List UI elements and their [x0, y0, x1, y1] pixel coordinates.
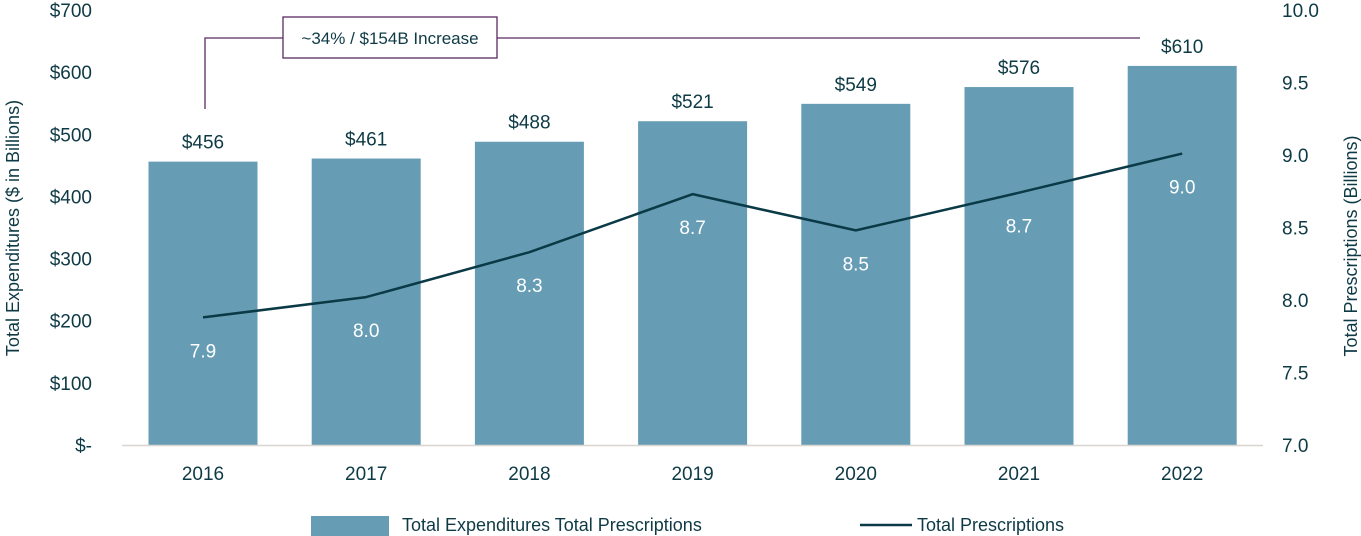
- bar-2020: [801, 103, 911, 445]
- bar-2021: [964, 87, 1074, 446]
- increase-annotation: ~34% / $154B Increase: [204, 16, 1140, 109]
- left-tick-label: $700: [50, 1, 92, 22]
- x-tick-label: 2022: [1161, 464, 1203, 485]
- left-tick-label: $-: [75, 436, 92, 457]
- legend-bar-swatch: [311, 516, 389, 536]
- left-axis-ticks: $- $100 $200 $300 $400 $500 $600 $700: [50, 1, 92, 457]
- x-tick-label: 2020: [835, 464, 877, 485]
- left-axis-title: Total Expenditures ($ in Billions): [3, 100, 23, 356]
- bar-label-2022: $610: [1161, 37, 1203, 58]
- bar-2018: [474, 141, 584, 445]
- x-tick-label: 2021: [998, 464, 1040, 485]
- right-tick-label: 9.0: [1282, 146, 1308, 167]
- line-label-2018: 8.3: [516, 276, 542, 297]
- x-tick-label: 2016: [182, 464, 224, 485]
- bar-2016: [148, 161, 258, 445]
- legend-line-label: Total Prescriptions: [917, 515, 1064, 535]
- left-tick-label: $200: [50, 312, 92, 333]
- line-label-2019: 8.7: [679, 218, 705, 239]
- annotation-box: [282, 16, 498, 59]
- right-axis-ticks: 7.0 7.5 8.0 8.5 9.0 9.5 10.0: [1282, 1, 1319, 457]
- line-label-2022: 9.0: [1169, 178, 1195, 199]
- line-series: [202, 152, 1183, 319]
- right-tick-label: 10.0: [1282, 1, 1319, 22]
- x-tick-label: 2019: [671, 464, 713, 485]
- right-tick-label: 8.5: [1282, 219, 1308, 240]
- left-tick-label: $500: [50, 125, 92, 146]
- bar-2019: [638, 121, 748, 445]
- legend-bar-label: Total Expenditures Total Prescriptions: [402, 515, 702, 535]
- left-tick-label: $100: [50, 374, 92, 395]
- right-tick-label: 9.5: [1282, 74, 1308, 95]
- right-tick-label: 8.0: [1282, 291, 1308, 312]
- bar-data-labels: $456 $461 $488 $521 $549 $576 $610: [182, 37, 1203, 154]
- bar-label-2017: $461: [345, 130, 387, 151]
- x-axis-ticks: 2016 2017 2018 2019 2020 2021 2022: [182, 464, 1203, 485]
- line-label-2017: 8.0: [353, 321, 379, 342]
- annotation-text: ~34% / $154B Increase: [301, 29, 478, 48]
- left-tick-label: $600: [50, 63, 92, 84]
- bar-label-2021: $576: [998, 58, 1040, 79]
- x-tick-label: 2018: [508, 464, 550, 485]
- bar-label-2016: $456: [182, 133, 224, 154]
- right-tick-label: 7.5: [1282, 364, 1308, 385]
- bar-label-2020: $549: [835, 75, 877, 96]
- line-label-2021: 8.7: [1006, 217, 1032, 238]
- line-data-labels: 7.9 8.0 8.3 8.7 8.5 8.7 9.0: [190, 178, 1196, 363]
- x-tick-label: 2017: [345, 464, 387, 485]
- bar-label-2019: $521: [671, 92, 713, 113]
- bar-label-2018: $488: [508, 113, 550, 134]
- legend: Total Expenditures Total Prescriptions T…: [311, 515, 1064, 536]
- line-label-2016: 7.9: [190, 341, 216, 362]
- bar-series: [148, 65, 1237, 446]
- right-axis-title: Total Prescriptions (Billions): [1341, 135, 1361, 356]
- right-tick-label: 7.0: [1282, 436, 1308, 457]
- left-tick-label: $300: [50, 250, 92, 271]
- left-tick-label: $400: [50, 187, 92, 208]
- bar-2022: [1127, 65, 1237, 445]
- annotation-bracket: [204, 37, 1140, 109]
- line-label-2020: 8.5: [843, 254, 869, 275]
